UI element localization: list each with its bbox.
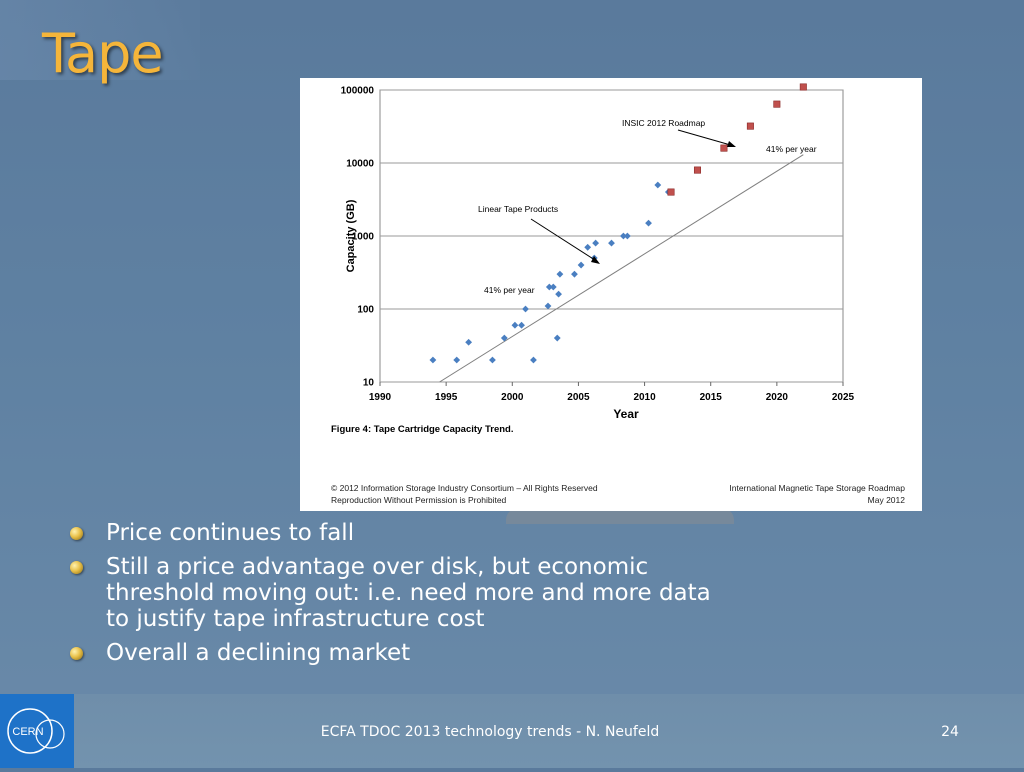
roadmap-point — [799, 83, 807, 91]
roadmap-point — [667, 188, 675, 196]
y-axis-label: Capacity (GB) — [345, 199, 357, 272]
footer-text: ECFA TDOC 2013 technology trends - N. Ne… — [320, 724, 660, 740]
y-tick-label: 100000 — [341, 86, 375, 97]
product-point — [500, 334, 508, 342]
product-point — [571, 270, 578, 278]
bullet-text: Overall a declining market — [106, 640, 411, 666]
x-tick-label: 1995 — [435, 392, 458, 403]
product-point — [511, 321, 519, 329]
product-point — [556, 270, 564, 278]
product-point — [453, 356, 461, 364]
product-point — [577, 261, 585, 269]
bullet-item: Price continues to fall — [70, 520, 730, 546]
bullet-text: Still a price advantage over disk, but e… — [106, 554, 711, 632]
reproduction-text: Reproduction Without Permission is Prohi… — [331, 495, 507, 505]
product-point — [544, 302, 552, 310]
product-point — [620, 232, 627, 240]
bullet-list: Price continues to fall Still a price ad… — [70, 520, 730, 674]
product-point — [553, 334, 561, 342]
x-tick-label: 2010 — [633, 392, 656, 403]
product-point — [645, 219, 652, 227]
x-tick-label: 1990 — [369, 392, 392, 403]
bullet-icon — [70, 527, 83, 540]
product-point — [608, 239, 615, 247]
product-point — [623, 232, 631, 240]
source-text: International Magnetic Tape Storage Road… — [729, 483, 905, 493]
product-point — [592, 239, 600, 247]
bullet-item: Overall a declining market — [70, 640, 730, 666]
roadmap-arrow — [677, 129, 735, 147]
roadmap-point — [720, 144, 728, 152]
data-points — [429, 83, 807, 364]
x-tick-label: 2000 — [501, 392, 524, 403]
x-tick-label: 2020 — [766, 392, 789, 403]
bullet-text: Price continues to fall — [106, 520, 355, 546]
cern-logo-icon: CERN — [7, 708, 65, 754]
product-point — [555, 290, 562, 298]
product-point — [530, 356, 537, 364]
chart-image: 10 100 1000 10000 100000 1990 1995 2000 2005 2010… — [300, 78, 922, 511]
copyright-text: © 2012 Information Storage Industry Cons… — [331, 483, 598, 493]
tick-labels: 10 100 1000 10000 100000 1990 1995 2000 2005 2010… — [341, 86, 855, 404]
figure-caption: Figure 4: Tape Cartridge Capacity Trend. — [331, 424, 513, 435]
product-point — [654, 181, 662, 189]
product-point — [549, 283, 557, 291]
roadmap-label: INSIC 2012 Roadmap — [622, 118, 705, 128]
bullet-item: Still a price advantage over disk, but e… — [70, 554, 730, 632]
bullet-icon — [70, 647, 83, 660]
x-tick-label: 2015 — [700, 392, 723, 403]
y-tick-label: 100 — [357, 305, 374, 316]
roadmap-point — [773, 100, 781, 108]
product-point — [489, 356, 496, 364]
slide-title: Tape — [42, 22, 164, 85]
footer-bar — [0, 694, 1024, 768]
y-tick-label: 10000 — [346, 159, 374, 170]
bullet-icon — [70, 561, 83, 574]
hidden-tab — [506, 508, 734, 524]
products-rate: 41% per year — [484, 285, 535, 295]
product-point — [518, 321, 525, 329]
y-tick-label: 1000 — [352, 232, 375, 243]
source-date: May 2012 — [868, 495, 906, 505]
product-point — [465, 338, 473, 346]
x-tick-label: 2025 — [832, 392, 855, 403]
x-axis-label: Year — [613, 407, 639, 421]
trend-line — [439, 154, 804, 383]
roadmap-point — [693, 166, 701, 174]
page-number: 24 — [941, 724, 959, 740]
grid-layer — [379, 89, 844, 386]
products-arrow — [530, 218, 599, 263]
roadmap-arrowhead — [727, 141, 736, 147]
cern-logo-text: CERN — [12, 726, 43, 738]
product-point — [522, 305, 529, 313]
products-label: Linear Tape Products — [478, 204, 558, 214]
title-band — [0, 0, 200, 80]
roadmap-rate: 41% per year — [766, 144, 817, 154]
product-point — [545, 283, 553, 291]
cern-logo: CERN — [0, 694, 74, 768]
y-tick-label: 10 — [363, 378, 375, 389]
product-point — [429, 356, 437, 364]
product-point — [584, 243, 592, 251]
products-arrowhead — [591, 256, 600, 264]
roadmap-point — [746, 122, 754, 130]
capacity-chart: 10 100 1000 10000 100000 1990 1995 2000 2005 2010… — [331, 83, 906, 505]
x-tick-label: 2005 — [567, 392, 590, 403]
